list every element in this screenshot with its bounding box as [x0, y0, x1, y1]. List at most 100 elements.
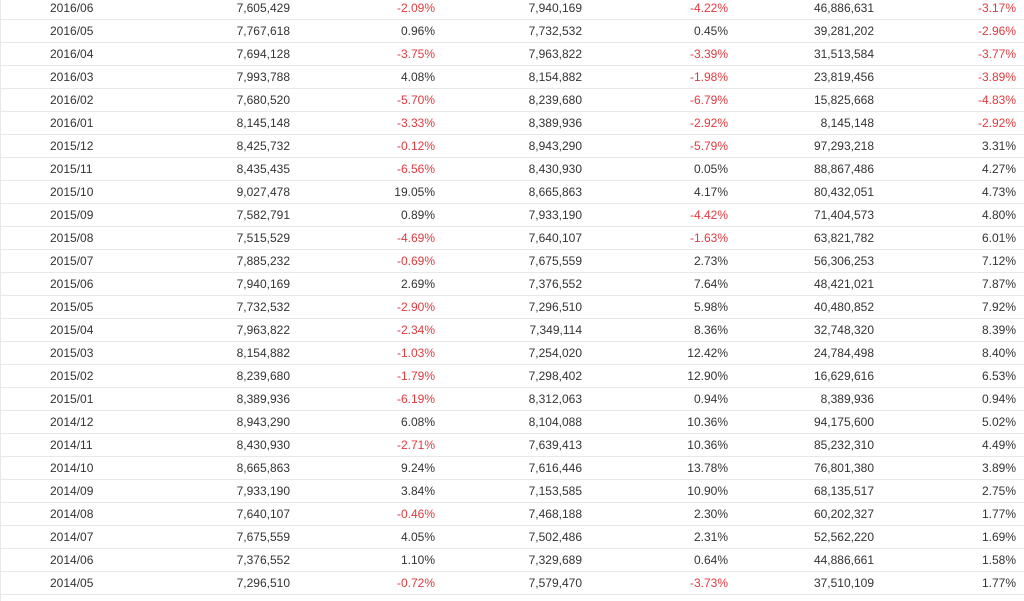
- month-cell: 2015/09: [0, 203, 130, 227]
- change-2-cell: 0.64%: [582, 548, 728, 572]
- change-2-cell: 12.90%: [582, 364, 728, 388]
- value-1-cell: 7,694,128: [130, 42, 290, 66]
- change-3-cell: 6.53%: [874, 364, 1024, 388]
- change-2-cell: 12.42%: [582, 341, 728, 365]
- value-2-cell: 7,940,169: [435, 0, 582, 20]
- month-cell: 2015/08: [0, 226, 130, 250]
- value-3-cell: 23,819,456: [728, 65, 874, 89]
- value-1-cell: 7,767,618: [130, 19, 290, 43]
- value-2-cell: 8,665,863: [435, 180, 582, 204]
- value-1-cell: 8,943,290: [130, 410, 290, 434]
- value-3-cell: 31,513,584: [728, 42, 874, 66]
- change-2-cell: -4.42%: [582, 203, 728, 227]
- change-3-cell: 7.12%: [874, 249, 1024, 273]
- change-3-cell: -3.17%: [874, 0, 1024, 20]
- table-row: 2014/12 8,943,290 6.08% 8,104,088 10.36% 94,1…: [0, 410, 1024, 434]
- value-2-cell: 7,732,532: [435, 19, 582, 43]
- value-3-cell: 8,145,148: [728, 111, 874, 135]
- value-1-cell: 9,027,478: [130, 180, 290, 204]
- month-cell: 2014/12: [0, 410, 130, 434]
- value-1-cell: 7,582,791: [130, 203, 290, 227]
- month-cell: 2016/06: [0, 0, 130, 20]
- change-1-cell: 4.08%: [290, 65, 435, 89]
- month-cell: 2015/02: [0, 364, 130, 388]
- value-3-cell: 48,421,021: [728, 272, 874, 296]
- value-3-cell: 40,480,852: [728, 295, 874, 319]
- value-2-cell: 7,640,107: [435, 226, 582, 250]
- value-2-cell: 7,468,188: [435, 502, 582, 526]
- value-1-cell: 8,145,148: [130, 111, 290, 135]
- change-1-cell: -0.69%: [290, 249, 435, 273]
- change-1-cell: -0.12%: [290, 134, 435, 158]
- table-row: 2016/01 8,145,148 -3.33% 8,389,936 -2.92% 8,1…: [0, 111, 1024, 135]
- value-3-cell: 52,562,220: [728, 525, 874, 549]
- value-1-cell: 8,430,930: [130, 433, 290, 457]
- change-3-cell: 4.27%: [874, 157, 1024, 181]
- month-cell: 2015/06: [0, 272, 130, 296]
- month-cell: 2015/07: [0, 249, 130, 273]
- change-2-cell: -2.92%: [582, 111, 728, 135]
- table-row: 2016/03 7,993,788 4.08% 8,154,882 -1.98% 23,8…: [0, 65, 1024, 89]
- change-3-cell: 4.49%: [874, 433, 1024, 457]
- change-3-cell: 7.87%: [874, 272, 1024, 296]
- month-cell: 2015/11: [0, 157, 130, 181]
- table-row: 2015/05 7,732,532 -2.90% 7,296,510 5.98% 40,4…: [0, 295, 1024, 319]
- change-1-cell: -2.71%: [290, 433, 435, 457]
- table-row: 2015/04 7,963,822 -2.34% 7,349,114 8.36% 32,7…: [0, 318, 1024, 342]
- change-2-cell: -4.22%: [582, 0, 728, 20]
- value-1-cell: 8,239,680: [130, 364, 290, 388]
- change-3-cell: -4.83%: [874, 88, 1024, 112]
- change-2-cell: 13.78%: [582, 456, 728, 480]
- value-2-cell: 8,312,063: [435, 387, 582, 411]
- change-1-cell: -1.79%: [290, 364, 435, 388]
- value-2-cell: 7,296,510: [435, 295, 582, 319]
- value-1-cell: 8,665,863: [130, 456, 290, 480]
- value-1-cell: 7,376,552: [130, 548, 290, 572]
- value-3-cell: 16,629,616: [728, 364, 874, 388]
- change-2-cell: 10.36%: [582, 410, 728, 434]
- table-row: 2015/01 8,389,936 -6.19% 8,312,063 0.94% 8,38…: [0, 387, 1024, 411]
- value-3-cell: 46,886,631: [728, 0, 874, 20]
- change-3-cell: 5.02%: [874, 410, 1024, 434]
- value-1-cell: 7,675,559: [130, 525, 290, 549]
- table-row: 2015/10 9,027,478 19.05% 8,665,863 4.17% 80,4…: [0, 180, 1024, 204]
- change-2-cell: 7.64%: [582, 272, 728, 296]
- month-cell: 2015/05: [0, 295, 130, 319]
- change-3-cell: 3.31%: [874, 134, 1024, 158]
- value-2-cell: 7,579,470: [435, 571, 582, 595]
- change-2-cell: -3.39%: [582, 42, 728, 66]
- value-1-cell: 8,389,936: [130, 387, 290, 411]
- value-2-cell: 8,430,930: [435, 157, 582, 181]
- change-1-cell: -0.72%: [290, 571, 435, 595]
- table-row: 2015/12 8,425,732 -0.12% 8,943,290 -5.79% 97,…: [0, 134, 1024, 158]
- month-cell: 2016/04: [0, 42, 130, 66]
- table-row: 2014/10 8,665,863 9.24% 7,616,446 13.78% 76,8…: [0, 456, 1024, 480]
- change-2-cell: 4.17%: [582, 180, 728, 204]
- table-row: 2015/11 8,435,435 -6.56% 8,430,930 0.05% 88,8…: [0, 157, 1024, 181]
- value-2-cell: 8,389,936: [435, 111, 582, 135]
- table-row: 2014/06 7,376,552 1.10% 7,329,689 0.64% 44,88…: [0, 548, 1024, 572]
- change-3-cell: -3.89%: [874, 65, 1024, 89]
- value-2-cell: 8,239,680: [435, 88, 582, 112]
- change-3-cell: 8.40%: [874, 341, 1024, 365]
- change-3-cell: -2.96%: [874, 19, 1024, 43]
- month-cell: 2015/10: [0, 180, 130, 204]
- change-2-cell: 8.36%: [582, 318, 728, 342]
- change-1-cell: 6.08%: [290, 410, 435, 434]
- value-3-cell: 56,306,253: [728, 249, 874, 273]
- value-1-cell: 8,435,435: [130, 157, 290, 181]
- change-1-cell: -6.19%: [290, 387, 435, 411]
- change-1-cell: 9.24%: [290, 456, 435, 480]
- value-3-cell: 97,293,218: [728, 134, 874, 158]
- value-2-cell: 8,154,882: [435, 65, 582, 89]
- month-cell: 2015/03: [0, 341, 130, 365]
- change-1-cell: -5.70%: [290, 88, 435, 112]
- change-1-cell: 0.89%: [290, 203, 435, 227]
- month-cell: 2014/06: [0, 548, 130, 572]
- value-3-cell: 24,784,498: [728, 341, 874, 365]
- value-3-cell: 8,389,936: [728, 387, 874, 411]
- value-2-cell: 7,254,020: [435, 341, 582, 365]
- change-1-cell: -2.34%: [290, 318, 435, 342]
- value-3-cell: 44,886,661: [728, 548, 874, 572]
